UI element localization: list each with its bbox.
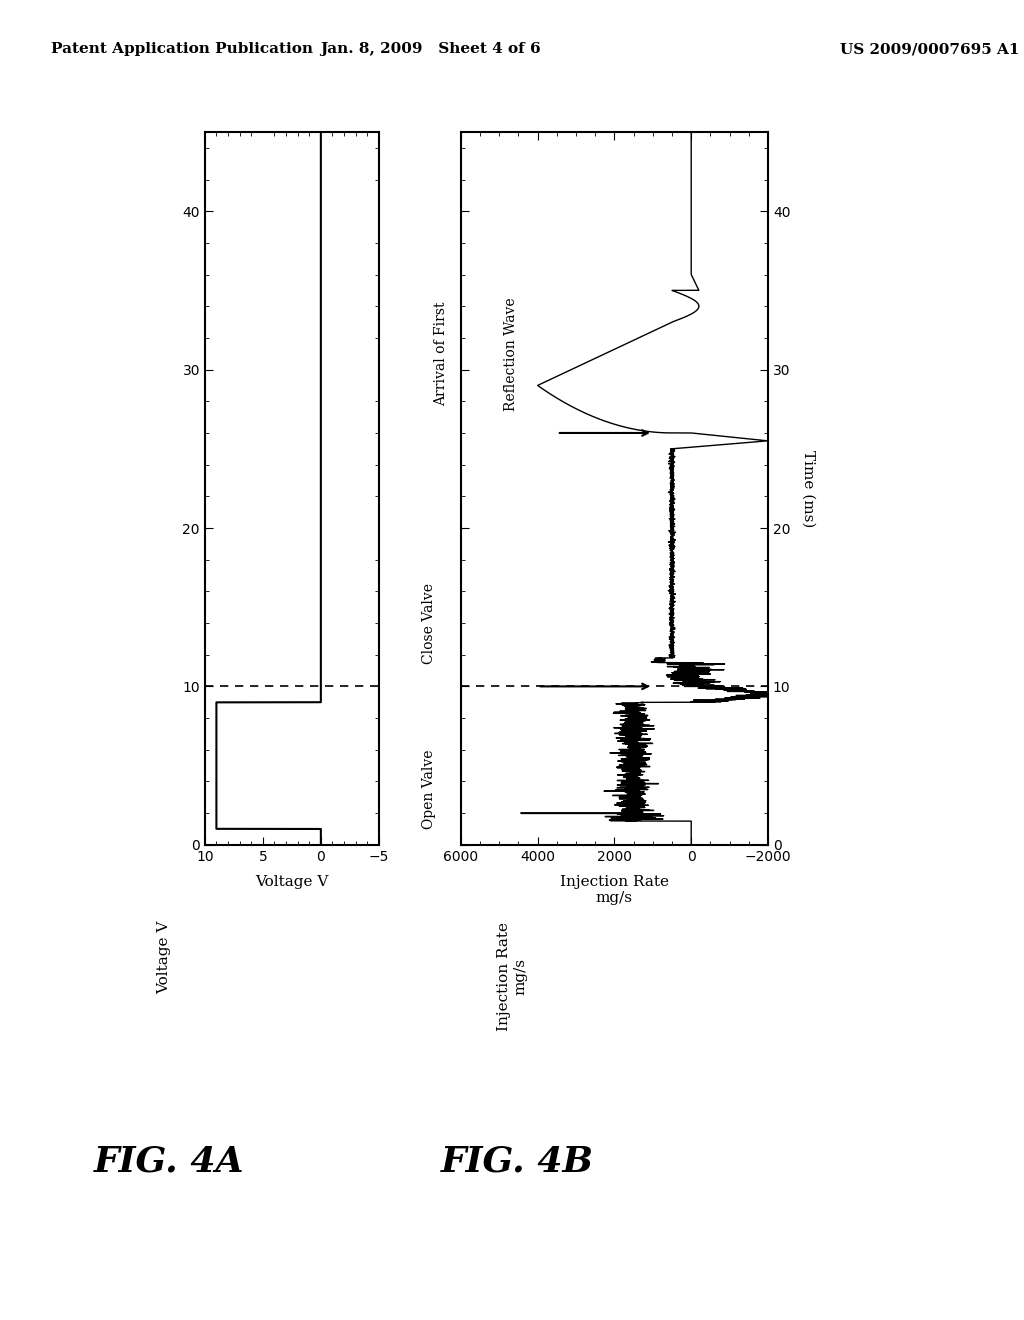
X-axis label: Injection Rate
mg/s: Injection Rate mg/s xyxy=(560,875,669,906)
Text: Close Valve: Close Valve xyxy=(422,582,436,664)
Text: Reflection Wave: Reflection Wave xyxy=(505,297,518,411)
Text: Patent Application Publication: Patent Application Publication xyxy=(51,42,313,57)
Text: Injection Rate
mg/s: Injection Rate mg/s xyxy=(497,923,527,1031)
X-axis label: Voltage V: Voltage V xyxy=(255,875,329,888)
Text: FIG. 4A: FIG. 4A xyxy=(94,1144,244,1179)
Text: Jan. 8, 2009   Sheet 4 of 6: Jan. 8, 2009 Sheet 4 of 6 xyxy=(319,42,541,57)
Text: Arrival of First: Arrival of First xyxy=(434,301,447,407)
Text: Voltage V: Voltage V xyxy=(157,920,171,994)
Text: FIG. 4B: FIG. 4B xyxy=(440,1144,594,1179)
Text: Open Valve: Open Valve xyxy=(422,750,436,829)
Y-axis label: Time (ms): Time (ms) xyxy=(802,450,815,527)
Text: US 2009/0007695 A1: US 2009/0007695 A1 xyxy=(840,42,1019,57)
